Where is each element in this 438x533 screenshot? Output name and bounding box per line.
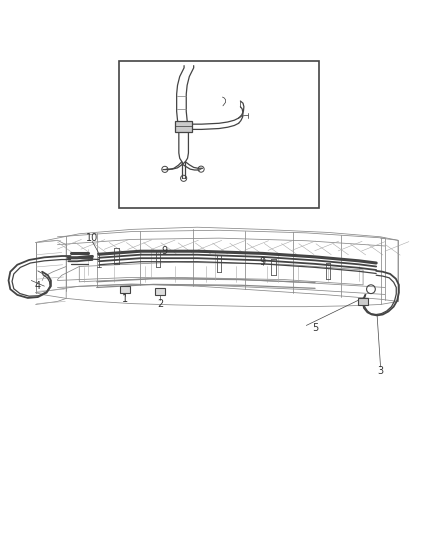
Bar (155, 288, 165, 295)
Text: 10: 10 (86, 233, 99, 243)
Text: 9: 9 (161, 246, 167, 256)
Text: 1: 1 (122, 294, 128, 304)
Bar (358, 298, 368, 305)
Text: 3: 3 (378, 366, 384, 376)
Text: 5: 5 (312, 322, 318, 333)
Text: 2: 2 (157, 298, 163, 309)
Bar (175, 121, 192, 132)
Text: 4: 4 (35, 281, 41, 291)
Bar (120, 286, 131, 293)
Bar (119, 61, 319, 207)
Text: 9: 9 (260, 257, 266, 267)
